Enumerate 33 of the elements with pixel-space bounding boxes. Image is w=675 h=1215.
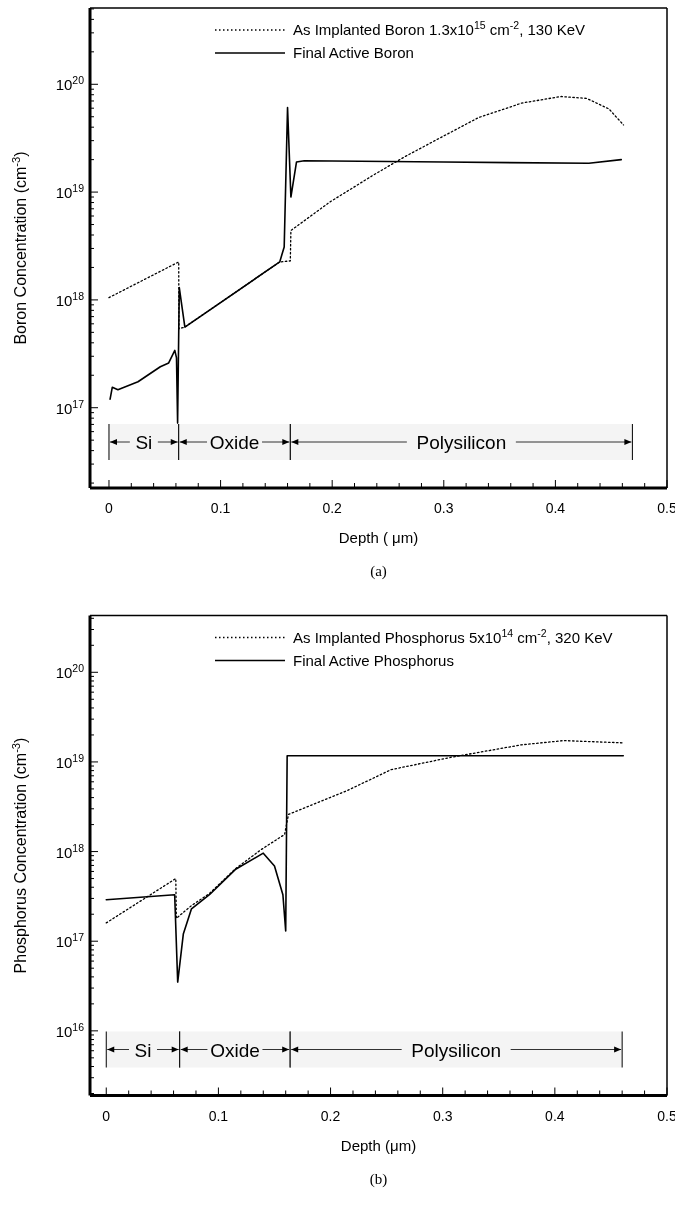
x-axis-title: Depth ( μm)	[338, 529, 419, 546]
x-tick-label: 0.1	[208, 1107, 229, 1124]
x-tick-label: 0.1	[210, 500, 231, 516]
y-tick-label: 10$^{19}$	[55, 751, 85, 771]
y-tick-label: 10$^{20}$	[55, 74, 85, 94]
text: (b)	[369, 1170, 388, 1188]
y-tick-label: 10$^{18}$	[55, 841, 85, 861]
x-tick-label: 0	[105, 500, 114, 516]
legend-label: As Implanted Phosphorus 5x10$^{14}$ cm$^{-2}$, 320 KeV	[293, 626, 613, 646]
x-tick-label: 0	[102, 1107, 111, 1124]
band-label: Polysilicon	[411, 1039, 502, 1061]
x-tick-label: 0.2	[320, 1107, 341, 1124]
y-tick-label: 10$^{18}$	[55, 289, 85, 309]
y-tick-label: 10$^{17}$	[55, 931, 85, 951]
legend-label: Final Active Phosphorus	[293, 651, 454, 669]
y-tick-label: 10$^{19}$	[55, 182, 85, 202]
band-label: Oxide	[209, 432, 260, 453]
x-tick-label: 0.4	[545, 1107, 565, 1124]
x-tick-label: 0.4	[545, 500, 566, 516]
legend-label: As Implanted Boron 1.3x10$^{15}$ cm$^{-2}$, 130 KeV	[293, 19, 586, 38]
text: (a)	[370, 563, 387, 580]
legend-label: Final Active Boron	[293, 44, 414, 61]
band-label: Polysilicon	[416, 432, 507, 453]
x-axis-title: Depth (μm)	[340, 1136, 417, 1154]
band-label: Si	[134, 1039, 152, 1061]
band-label: Oxide	[210, 1039, 260, 1061]
y-tick-label: 10$^{17}$	[55, 397, 85, 417]
x-tick-label: 0.3	[434, 500, 454, 516]
x-tick-label: 0.3	[432, 1107, 453, 1124]
band-label: Si	[135, 432, 153, 453]
y-tick-label: 10$^{16}$	[55, 1020, 85, 1040]
x-tick-label: 0.2	[322, 500, 343, 516]
y-tick-label: 10$^{20}$	[55, 662, 85, 682]
